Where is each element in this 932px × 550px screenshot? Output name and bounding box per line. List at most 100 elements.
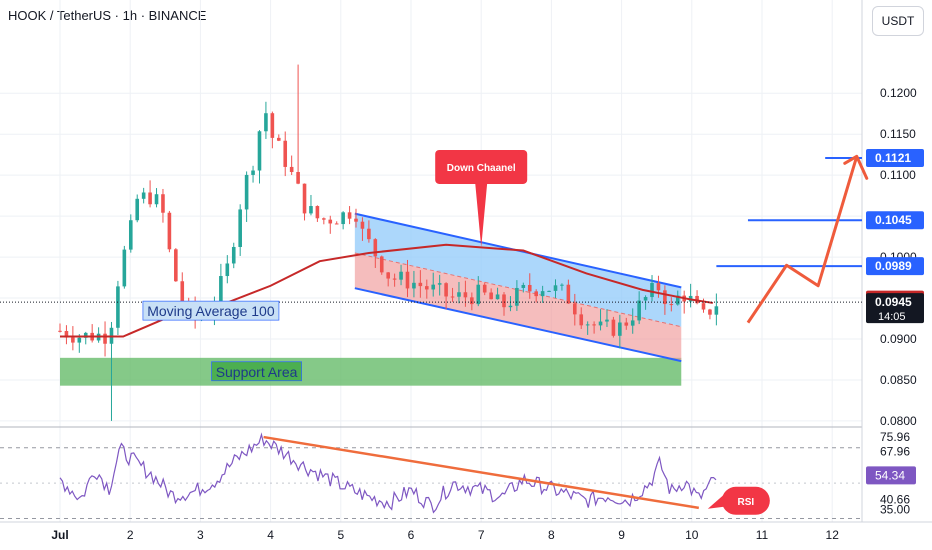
price-label-text: 0.0989 bbox=[875, 259, 912, 273]
price-axis[interactable]: 0.08000.08500.09000.09500.10000.10500.11… bbox=[866, 86, 924, 428]
candle-body bbox=[515, 287, 519, 306]
candle-body bbox=[128, 220, 133, 250]
candle-body bbox=[669, 304, 674, 306]
price-label-text: 0.0945 bbox=[875, 295, 912, 309]
candle-body bbox=[148, 192, 152, 205]
candle-body bbox=[302, 183, 307, 214]
candle-body bbox=[624, 322, 629, 326]
candle-body bbox=[553, 285, 558, 291]
candle-body bbox=[714, 306, 719, 315]
candle-body bbox=[450, 296, 455, 298]
candle-body bbox=[135, 198, 140, 221]
candle-body bbox=[592, 324, 596, 326]
candle-body bbox=[457, 292, 461, 297]
candle-body bbox=[238, 209, 242, 247]
candle-body bbox=[573, 303, 577, 315]
ma-label-box bbox=[142, 300, 280, 321]
rsi-tick-label: 40.66 bbox=[880, 493, 910, 507]
price-tick-label: 0.1150 bbox=[880, 127, 916, 141]
rsi-line bbox=[59, 432, 717, 514]
currency-button[interactable]: USDT bbox=[872, 6, 924, 36]
candle-body bbox=[399, 271, 403, 280]
candle-body bbox=[540, 291, 545, 297]
time-tick-label: 10 bbox=[685, 528, 699, 542]
candle-body bbox=[489, 292, 493, 300]
candle-body bbox=[637, 300, 641, 321]
candle-body bbox=[470, 297, 474, 305]
time-tick-label: 4 bbox=[267, 528, 274, 542]
candle-body bbox=[534, 291, 538, 297]
candle-body bbox=[643, 297, 648, 301]
rsi-tick-label: 67.96 bbox=[880, 444, 910, 458]
rsi-callout-pointer bbox=[707, 494, 724, 509]
candle-body bbox=[257, 131, 262, 171]
time-axis[interactable]: Jul 2 3 4 5 6 7 8 9 10 11 12 bbox=[0, 521, 932, 542]
candle-body bbox=[231, 246, 236, 264]
candle-body bbox=[309, 206, 313, 214]
rsi-value-badge bbox=[866, 466, 916, 485]
candle-body bbox=[476, 284, 481, 305]
candle-body bbox=[527, 284, 532, 292]
price-label-badge bbox=[866, 257, 924, 276]
time-tick-label: 9 bbox=[618, 528, 625, 542]
candle-body bbox=[264, 113, 268, 132]
down-channel-callout bbox=[435, 149, 528, 184]
candle-body bbox=[270, 113, 275, 138]
candle-body bbox=[322, 218, 326, 220]
rsi-trend-line bbox=[263, 435, 700, 510]
time-tick-label: 8 bbox=[548, 528, 555, 542]
candle-body bbox=[444, 283, 448, 297]
candle-body bbox=[424, 286, 429, 290]
candle-body bbox=[225, 263, 230, 277]
annotations: Down Chaanel Moving Average 100 Support Ar… bbox=[142, 149, 528, 382]
candle-body bbox=[341, 212, 345, 225]
candle-body bbox=[141, 192, 146, 199]
candle-body bbox=[656, 283, 661, 291]
candle-body bbox=[77, 337, 82, 343]
time-tick-label: 11 bbox=[756, 528, 769, 542]
candle-body bbox=[360, 221, 365, 229]
candle-body bbox=[431, 284, 436, 290]
candle-body bbox=[605, 319, 609, 322]
rsi-tick-label: 75.96 bbox=[880, 430, 910, 444]
price-tick-label: 0.1100 bbox=[880, 168, 916, 182]
candle-body bbox=[482, 284, 487, 293]
rsi-callout-text: RSI bbox=[738, 497, 755, 508]
candle-body bbox=[219, 276, 223, 307]
callout-pointer bbox=[475, 182, 488, 248]
candle-body bbox=[611, 319, 616, 336]
time-tick-label: Jul bbox=[51, 528, 68, 542]
candle-body bbox=[502, 294, 506, 308]
candle-body bbox=[437, 283, 442, 285]
price-label-text: 0.1045 bbox=[875, 213, 912, 227]
callout-text: Down Chaanel bbox=[447, 163, 516, 174]
candle-body bbox=[289, 166, 294, 173]
candle-body bbox=[354, 218, 358, 222]
candle-body bbox=[495, 294, 500, 300]
price-tick-label: 0.0850 bbox=[880, 373, 917, 387]
candle-body bbox=[64, 330, 69, 338]
candle-body bbox=[328, 219, 333, 224]
candle-body bbox=[276, 137, 281, 141]
arrow-head bbox=[843, 154, 869, 180]
candle-body bbox=[251, 170, 255, 175]
candle-body bbox=[367, 228, 371, 240]
candle-body bbox=[244, 174, 249, 210]
time-tick-label: 5 bbox=[337, 528, 344, 542]
support-label-box bbox=[211, 361, 302, 382]
candle-body bbox=[174, 249, 178, 282]
candle-body bbox=[161, 194, 165, 213]
candle-body bbox=[83, 332, 88, 338]
candle-body bbox=[463, 292, 468, 298]
candle-body bbox=[663, 290, 667, 305]
price-label-text: 0.1121 bbox=[875, 151, 911, 165]
support-area-rect bbox=[60, 357, 682, 386]
candle-body bbox=[122, 249, 127, 287]
price-tick-label: 0.0900 bbox=[880, 332, 917, 346]
time-tick-label: 3 bbox=[197, 528, 204, 542]
candle-body bbox=[675, 295, 680, 305]
candle-body bbox=[180, 281, 185, 303]
channel-lower-fill bbox=[354, 252, 682, 362]
